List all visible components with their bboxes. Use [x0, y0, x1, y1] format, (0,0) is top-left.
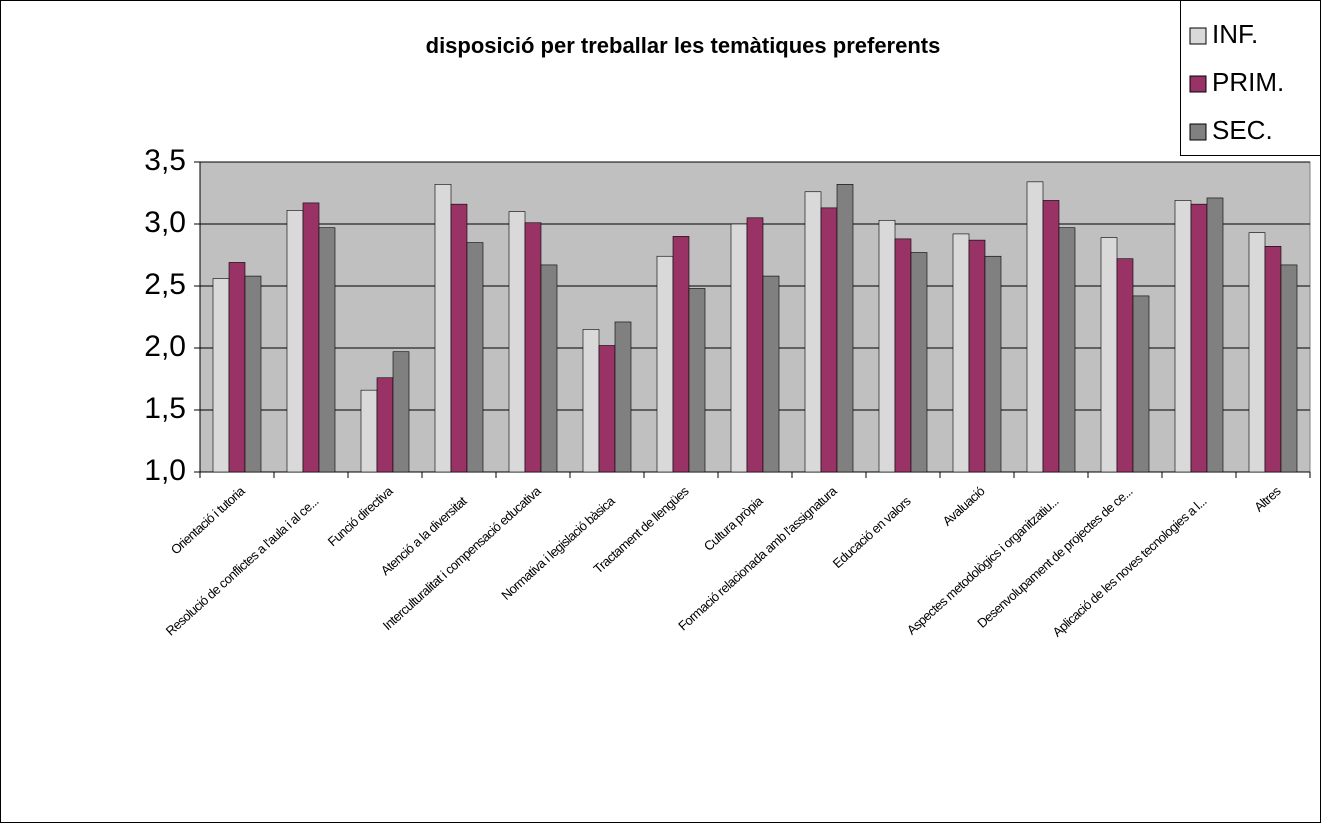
bar	[318, 227, 336, 473]
y-tick-label: 3,0	[144, 206, 186, 239]
bar	[820, 207, 838, 473]
bar	[392, 351, 410, 473]
bar	[1100, 237, 1118, 473]
legend-swatch	[1189, 75, 1207, 93]
y-tick-label: 2,5	[144, 268, 186, 301]
bar	[1042, 200, 1060, 473]
y-tick-label: 1,0	[144, 454, 186, 487]
bar	[762, 275, 780, 473]
bar	[540, 264, 558, 473]
bar	[228, 262, 246, 473]
bar	[878, 219, 896, 473]
y-tick-label: 1,5	[144, 392, 186, 425]
legend-swatch	[1189, 27, 1207, 45]
bar	[1058, 227, 1076, 473]
bar	[286, 210, 304, 473]
bar	[582, 329, 600, 473]
bar	[614, 321, 632, 473]
bar	[656, 255, 674, 473]
bar	[598, 345, 616, 473]
bar	[836, 184, 854, 473]
bar	[804, 191, 822, 473]
bar	[212, 278, 230, 473]
chart-title: disposició per treballar les temàtiques …	[426, 33, 941, 58]
bar	[1026, 181, 1044, 473]
bar	[244, 275, 262, 473]
bar	[894, 238, 912, 473]
bar	[968, 239, 986, 473]
bar	[1264, 246, 1282, 473]
legend-label: INF.	[1212, 19, 1258, 49]
bar	[1280, 264, 1298, 473]
bar	[730, 223, 748, 473]
bar	[466, 242, 484, 473]
bar	[672, 236, 690, 473]
bar	[508, 211, 526, 473]
bar	[524, 222, 542, 473]
bar	[1132, 295, 1150, 473]
bar	[1190, 203, 1208, 473]
y-tick-label: 3,5	[144, 144, 186, 177]
bar	[434, 184, 452, 473]
bar	[984, 255, 1002, 473]
bar	[302, 202, 320, 473]
bar	[360, 389, 378, 473]
bar	[952, 233, 970, 473]
legend-swatch	[1189, 123, 1207, 141]
bar	[1116, 258, 1134, 473]
y-tick-label: 2,0	[144, 330, 186, 363]
bar	[688, 288, 706, 473]
legend-label: SEC.	[1212, 115, 1273, 145]
bar	[1206, 197, 1224, 473]
legend-label: PRIM.	[1212, 67, 1284, 97]
bar	[746, 217, 764, 473]
bar	[1174, 200, 1192, 473]
bar	[1248, 232, 1266, 473]
bar	[376, 377, 394, 473]
bar	[450, 203, 468, 473]
bar	[910, 252, 928, 473]
